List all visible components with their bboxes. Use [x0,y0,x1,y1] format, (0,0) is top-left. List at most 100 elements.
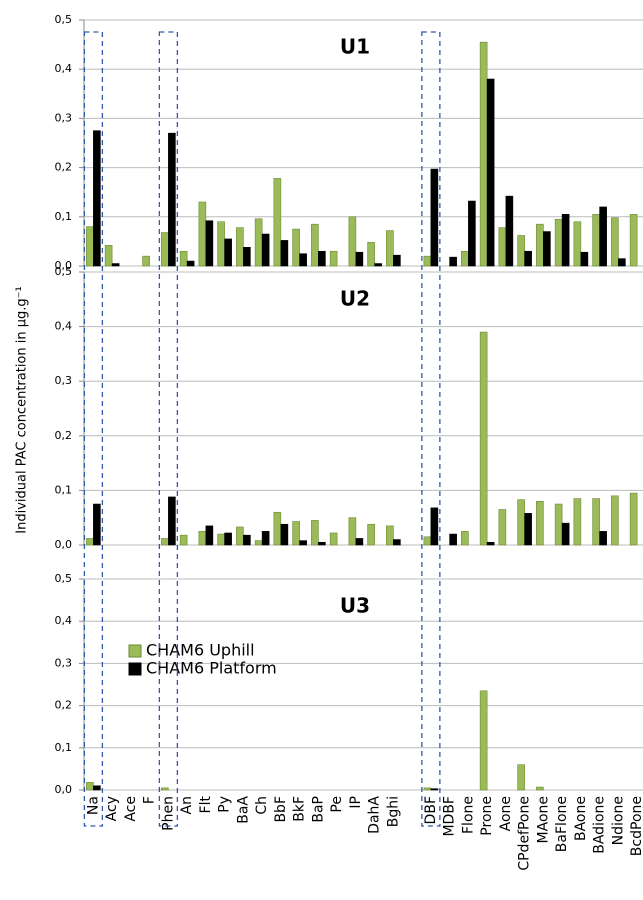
x-tick-label: BcdPone [629,796,643,856]
y-tick-label: 0,2 [55,699,73,712]
y-tick-label: 0,1 [55,210,73,223]
bar [580,251,589,267]
bar [217,533,225,546]
bar [468,200,476,267]
x-tick-label: Bghi [385,796,401,827]
y-tick-label: 0,4 [55,62,73,75]
bar [329,532,338,546]
bar [573,221,582,267]
y-tick-label: 0,5 [55,13,73,26]
x-tick-label: Ace [123,796,139,822]
x-tick-label: Ndione [610,796,626,845]
highlight-box [158,31,179,827]
bar [554,218,563,267]
bar [299,253,307,267]
bar [86,782,94,791]
x-tick-label: BAone [573,796,589,841]
bar [198,531,207,546]
y-tick-label: 0,3 [55,111,73,124]
bar [461,531,469,546]
y-tick-label: 0,2 [55,429,73,442]
bar [561,214,570,267]
bar [430,788,439,791]
y-tick-label: 0,0 [55,538,73,551]
x-tick-label: MDBF [442,796,458,837]
x-tick-label: BkF [292,796,308,822]
bar [104,245,113,267]
y-tick-label: 0,2 [55,161,73,174]
bar [273,178,282,267]
bar [543,231,551,267]
bar [536,501,544,546]
x-tick-label: BbF [273,796,289,823]
bar [479,690,488,791]
bar [273,511,282,546]
bar [393,539,401,546]
bar [168,496,176,546]
bar [161,538,169,546]
bar [217,221,225,267]
bar [517,235,525,267]
bar [329,250,338,267]
x-tick-label: Py [217,796,233,813]
y-tick-label: 0,1 [55,741,73,754]
x-tick-label: DBF [423,796,439,824]
bar [367,242,375,267]
y-tick-label: 0,5 [55,265,73,278]
bar [498,227,507,267]
bar [618,258,626,267]
bar [355,538,364,546]
x-tick-label: Flone [460,796,476,834]
bar [292,228,300,267]
bar [486,541,495,546]
bar [179,250,188,267]
bar [348,517,357,546]
x-tick-label: BaA [235,796,251,824]
bar [461,250,469,267]
x-tick-label: Na [85,796,101,815]
bar [142,255,150,267]
y-tick-label: 0,4 [55,320,73,333]
bar [111,263,120,267]
bar [243,534,251,546]
x-tick-label: Pe [329,796,345,813]
x-tick-label: Ch [254,796,270,815]
bar [498,509,507,546]
bar [205,220,214,267]
bar [93,130,101,267]
bar [573,498,582,546]
bar [261,531,270,546]
bar [86,538,94,546]
x-tick-label: Acy [104,796,120,821]
bar [311,223,319,267]
bar [93,503,101,546]
bar [280,240,289,267]
bar [161,787,169,791]
panel-title: U2 [340,287,370,311]
bar [393,254,401,267]
bar [86,226,94,267]
bar [318,250,326,267]
y-tick-label: 0,0 [55,259,73,272]
x-tick-label: BaP [310,796,326,823]
y-tick-label: 0,1 [55,483,73,496]
bar [517,764,525,791]
bar [355,251,364,267]
bar [536,223,544,267]
bar [280,523,289,546]
bar [517,499,525,546]
bar [592,498,600,546]
y-tick-label: 0,0 [55,783,73,796]
bar [430,507,439,546]
bar [599,206,607,267]
bar [254,218,263,267]
bar [423,787,432,791]
x-tick-label: BaFlone [554,796,570,852]
bar [611,217,619,267]
bar [524,250,532,267]
legend-label: CHAM6 Uphill [146,641,255,660]
bar [236,227,244,267]
bar [386,525,394,546]
bar [423,255,432,267]
legend-swatch [128,662,142,676]
